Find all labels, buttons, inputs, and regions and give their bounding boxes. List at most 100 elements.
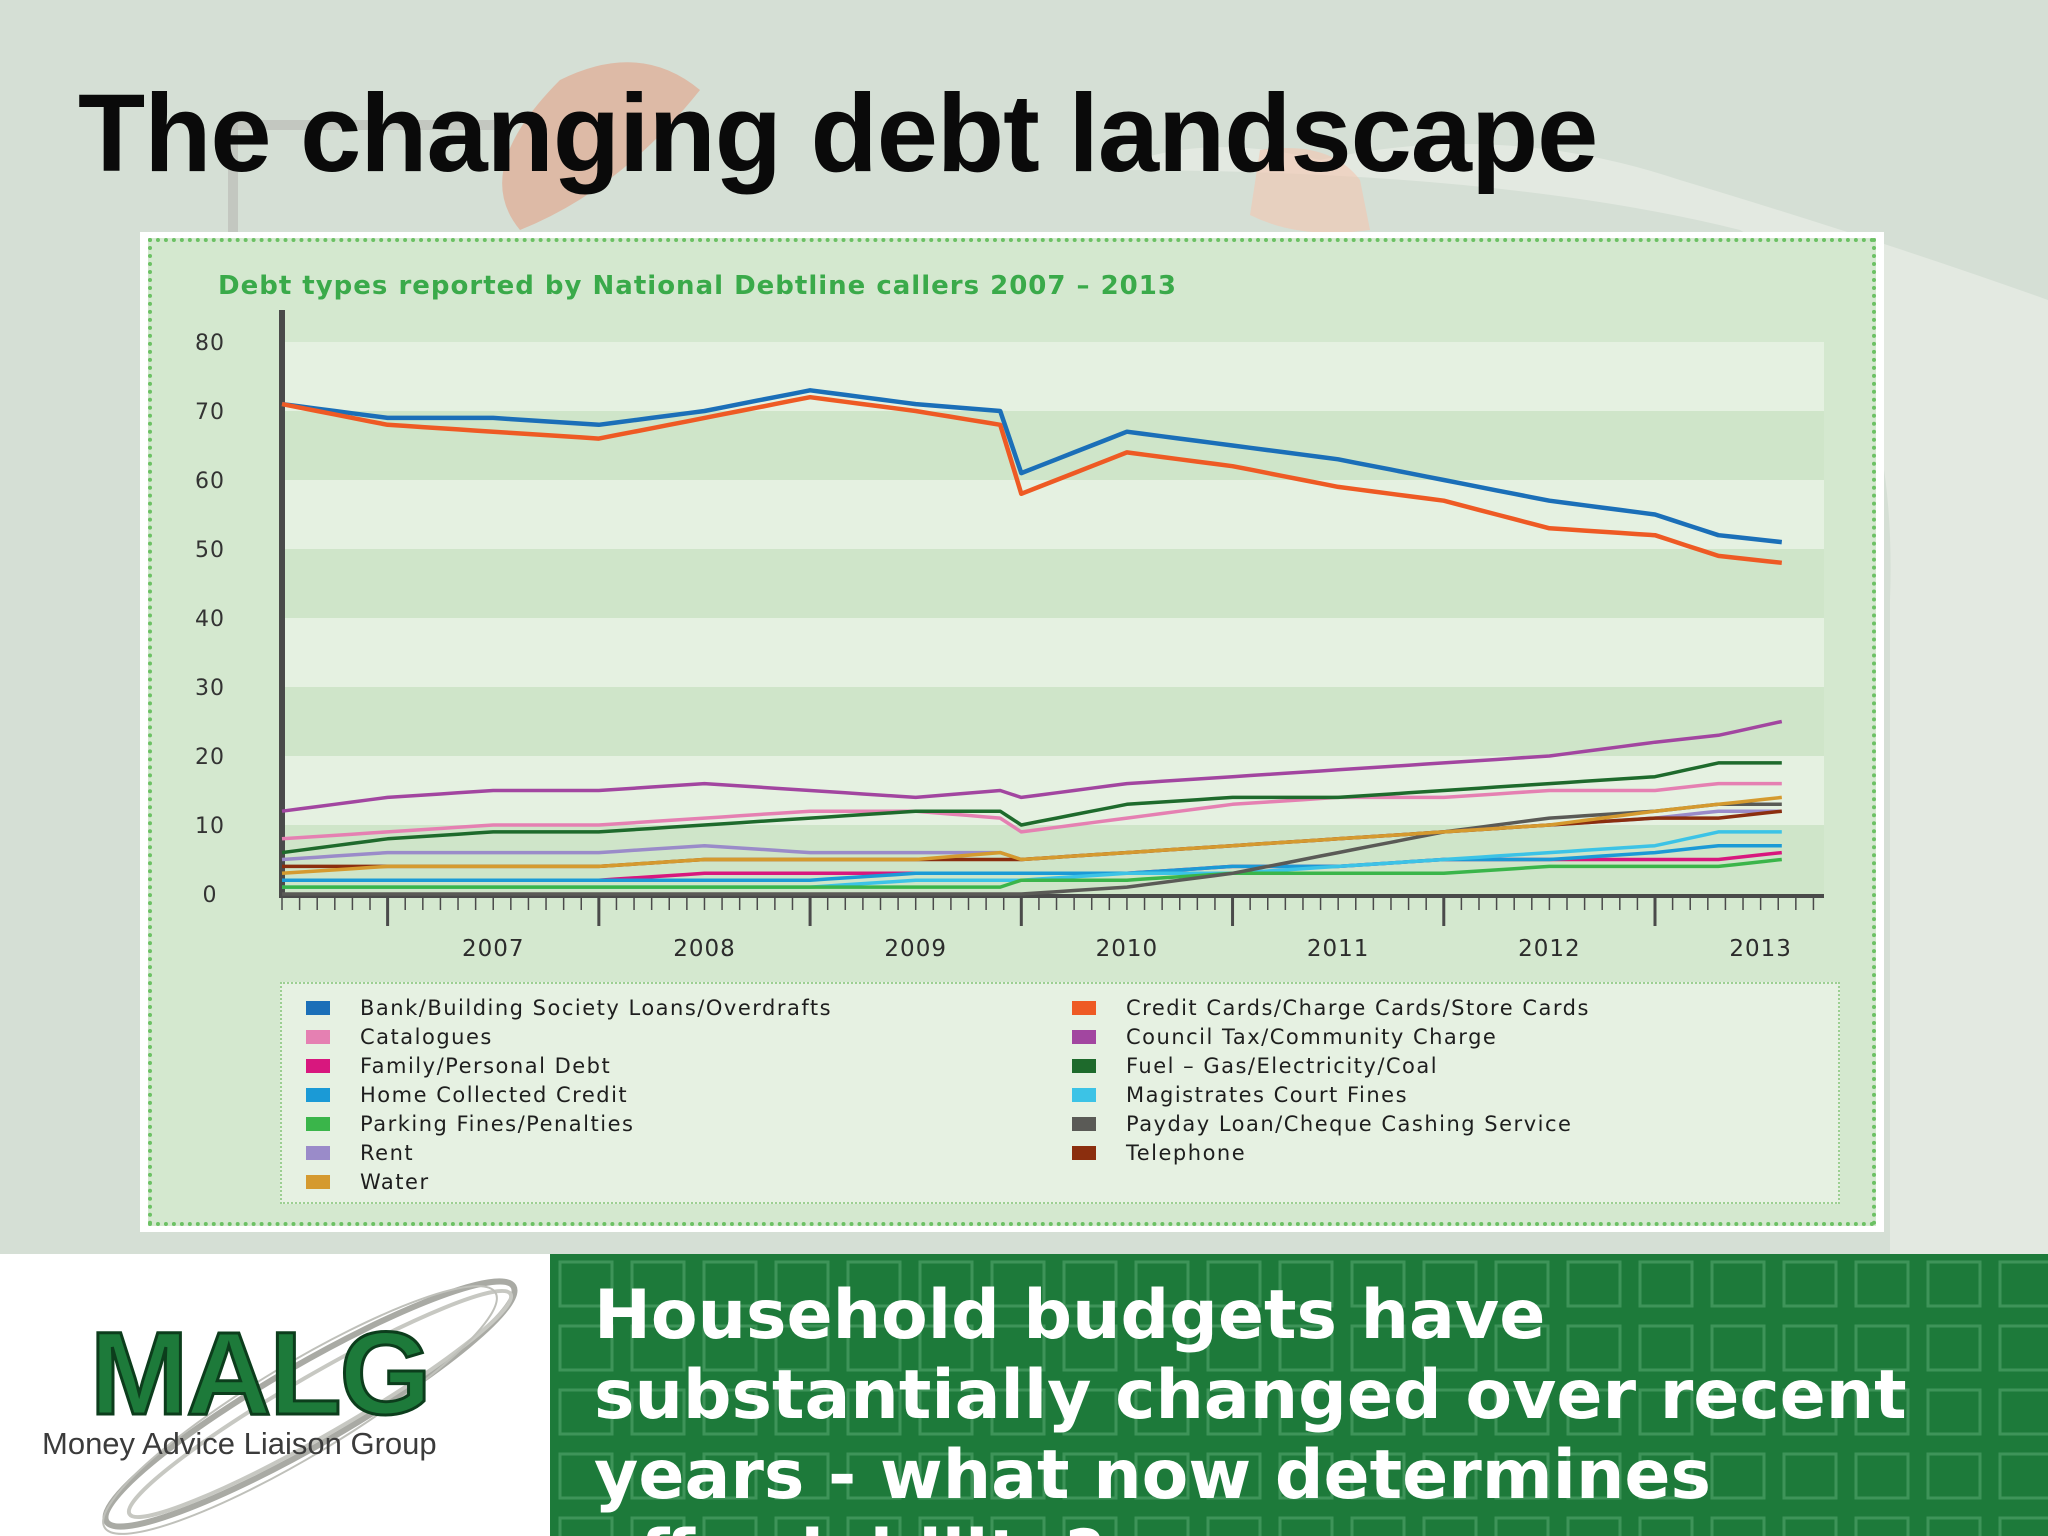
footer-banner: Household budgets have substantially cha…	[550, 1254, 2048, 1536]
pattern-cell	[702, 1452, 758, 1500]
pattern-cell	[558, 1388, 614, 1436]
pattern-cell	[1422, 1452, 1478, 1500]
pattern-cell	[1278, 1452, 1334, 1500]
legend-label: Home Collected Credit	[360, 1083, 629, 1107]
legend-swatch	[1072, 1146, 1096, 1160]
pattern-cell	[1350, 1388, 1406, 1436]
pattern-cell	[558, 1260, 614, 1308]
pattern-cell	[1494, 1516, 1550, 1536]
pattern-cell	[990, 1452, 1046, 1500]
series-line-fuel-gas-electricity-coal	[281, 761, 1782, 855]
pattern-cell	[1854, 1452, 1910, 1500]
pattern-cell	[1782, 1516, 1838, 1536]
pattern-cell	[1998, 1516, 2048, 1536]
pattern-cell	[630, 1324, 686, 1372]
legend-item: Magistrates Court Fines	[1072, 1081, 1408, 1109]
pattern-cell	[918, 1324, 974, 1372]
legend-swatch	[1072, 1088, 1096, 1102]
pattern-cell	[1134, 1452, 1190, 1500]
pattern-cell	[630, 1260, 686, 1308]
y-tick-label: 30	[195, 676, 225, 701]
x-tick-label: 2009	[884, 936, 947, 962]
pattern-cell	[1350, 1516, 1406, 1536]
pattern-cell	[1998, 1324, 2048, 1372]
x-tick-label: 2008	[673, 936, 736, 962]
y-tick-label: 50	[195, 538, 225, 563]
pattern-cell	[1782, 1452, 1838, 1500]
chart-legend: Bank/Building Society Loans/Overdrafts Ca…	[280, 982, 1840, 1204]
pattern-cell	[558, 1324, 614, 1372]
series-line-credit-cards-charge-cards-store-cards	[281, 394, 1783, 566]
pattern-cell	[1926, 1260, 1982, 1308]
pattern-cell	[918, 1388, 974, 1436]
pattern-cell	[990, 1324, 1046, 1372]
legend-item: Bank/Building Society Loans/Overdrafts	[306, 994, 832, 1022]
pattern-cell	[1638, 1388, 1694, 1436]
legend-swatch	[306, 1146, 330, 1160]
pattern-cell	[1206, 1516, 1262, 1536]
line-chart: Debt types reported by National Debtline…	[195, 271, 1824, 962]
footer-logo-area: MALG Money Advice Liaison Group	[0, 1254, 550, 1536]
pattern-cell	[1710, 1324, 1766, 1372]
pattern-cell	[558, 1516, 614, 1536]
pattern-cell	[846, 1388, 902, 1436]
grid-band	[282, 342, 1824, 411]
pattern-cell	[1278, 1388, 1334, 1436]
x-tick-label: 2013	[1729, 936, 1792, 962]
legend-item: Council Tax/Community Charge	[1072, 1023, 1497, 1051]
pattern-cell	[1278, 1260, 1334, 1308]
pattern-cell	[846, 1324, 902, 1372]
y-tick-label: 10	[195, 814, 225, 839]
pattern-cell	[1710, 1452, 1766, 1500]
pattern-cell	[1134, 1260, 1190, 1308]
pattern-cell	[1494, 1260, 1550, 1308]
pattern-cell	[1494, 1324, 1550, 1372]
legend-swatch	[1072, 1001, 1096, 1015]
pattern-cell	[1494, 1388, 1550, 1436]
pattern-cell	[558, 1452, 614, 1500]
legend-label: Parking Fines/Penalties	[360, 1112, 635, 1136]
chart-title: Debt types reported by National Debtline…	[218, 271, 1177, 301]
grid-band	[282, 618, 1824, 687]
x-tick-label: 2010	[1096, 936, 1159, 962]
pattern-cell	[1566, 1516, 1622, 1536]
pattern-cell	[1566, 1388, 1622, 1436]
pattern-cell	[1422, 1516, 1478, 1536]
pattern-cell	[1134, 1388, 1190, 1436]
pattern-cell	[774, 1324, 830, 1372]
pattern-cell	[1998, 1452, 2048, 1500]
logo-swoosh-icon	[102, 1278, 518, 1535]
pattern-cell	[1926, 1452, 1982, 1500]
legend-item: Catalogues	[306, 1023, 493, 1051]
pattern-cell	[918, 1260, 974, 1308]
pattern-cell	[1926, 1516, 1982, 1536]
pattern-cell	[1926, 1388, 1982, 1436]
logo-text: MALG	[88, 1307, 432, 1442]
pattern-cell	[1782, 1388, 1838, 1436]
x-tick-label: 2007	[462, 936, 525, 962]
legend-item: Fuel – Gas/Electricity/Coal	[1072, 1052, 1438, 1080]
pattern-cell	[702, 1388, 758, 1436]
y-tick-label: 0	[203, 883, 218, 908]
pattern-cell	[702, 1324, 758, 1372]
series-line-payday-loan-cheque-cashing-service	[282, 802, 1782, 896]
legend-label: Council Tax/Community Charge	[1126, 1025, 1498, 1049]
pattern-cell	[918, 1452, 974, 1500]
legend-swatch	[1072, 1117, 1096, 1131]
legend-label: Payday Loan/Cheque Cashing Service	[1126, 1112, 1573, 1136]
pattern-cell	[1854, 1260, 1910, 1308]
legend-label: Water	[360, 1170, 430, 1194]
legend-swatch	[1072, 1030, 1096, 1044]
pattern-cell	[1854, 1388, 1910, 1436]
pattern-cell	[774, 1516, 830, 1536]
legend-label: Catalogues	[360, 1025, 493, 1049]
pattern-cell	[1062, 1324, 1118, 1372]
pattern-cell	[1062, 1388, 1118, 1436]
pattern-cell	[1278, 1324, 1334, 1372]
pattern-cell	[1566, 1260, 1622, 1308]
legend-label: Credit Cards/Charge Cards/Store Cards	[1126, 996, 1590, 1020]
grid-band	[282, 480, 1824, 549]
pattern-cell	[1926, 1324, 1982, 1372]
legend-item: Water	[306, 1168, 430, 1196]
pattern-cell	[1566, 1452, 1622, 1500]
